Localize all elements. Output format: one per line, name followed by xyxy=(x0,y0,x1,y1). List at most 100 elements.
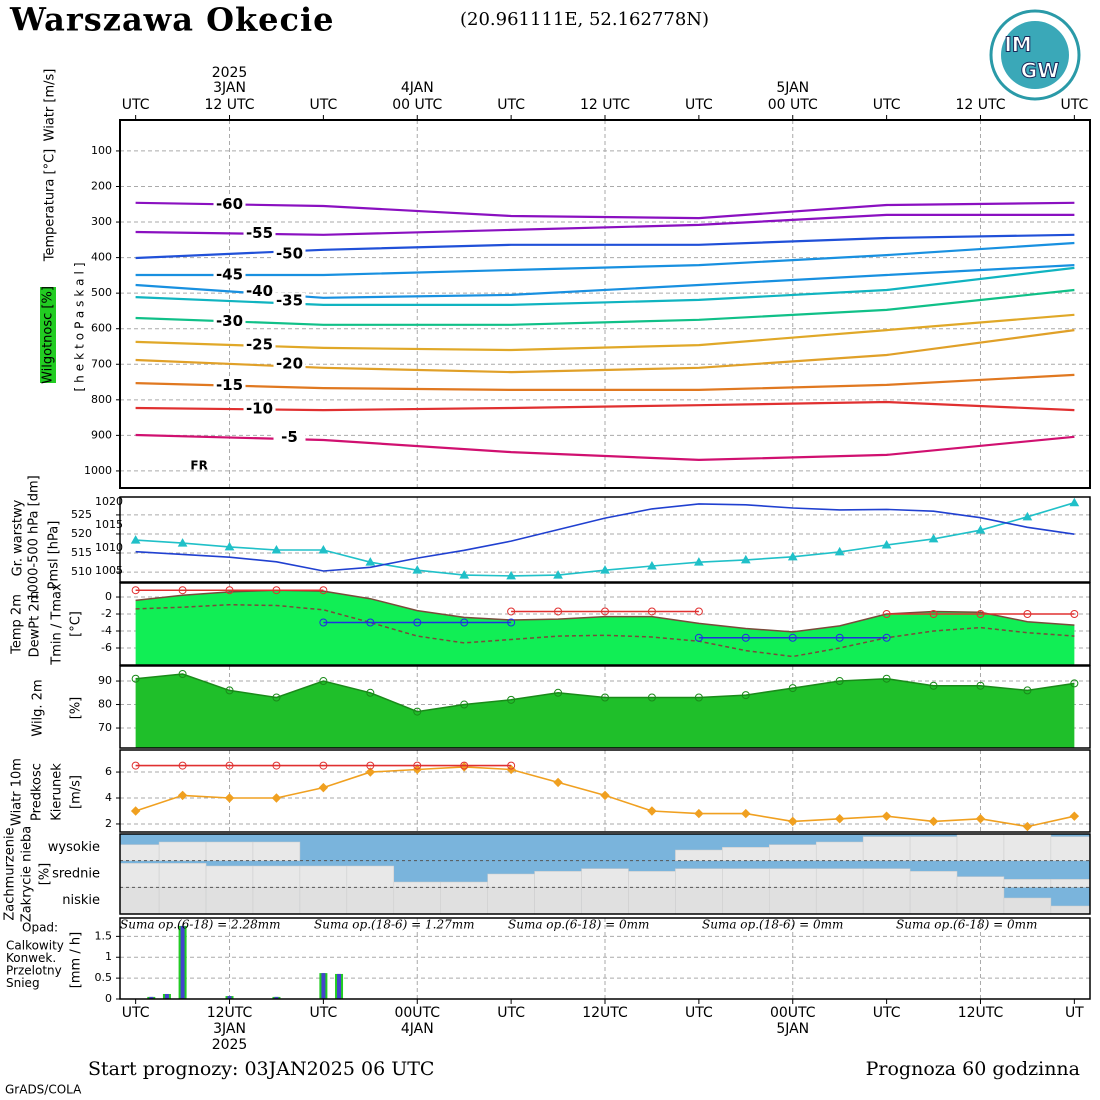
y-tick-label: 900 xyxy=(91,428,112,441)
category-label: wysokie xyxy=(48,840,100,855)
cloud-bar xyxy=(252,865,301,888)
precip-bar xyxy=(321,973,326,999)
marker xyxy=(975,814,986,824)
logo: IM GW xyxy=(989,9,1081,101)
axis-label: Predkosc xyxy=(30,763,45,821)
series-line xyxy=(135,603,1075,658)
marker xyxy=(225,586,234,595)
cloud-bar xyxy=(769,887,817,914)
isotherm-label-bg xyxy=(213,377,246,394)
isotherm-label: -35 xyxy=(276,291,303,309)
annotation: FR xyxy=(190,458,207,472)
cloud-bar xyxy=(862,887,911,914)
marker xyxy=(834,546,845,556)
isotherm-label-bg xyxy=(273,429,306,446)
isotherm xyxy=(135,313,1075,352)
cloud-bar xyxy=(675,849,723,861)
cloud-bar xyxy=(815,868,864,888)
x-tick-label: UTC xyxy=(685,97,713,113)
cloud-bar xyxy=(205,841,254,861)
y-tick-label: 700 xyxy=(91,357,112,370)
precip-bar xyxy=(227,996,232,999)
marker xyxy=(835,633,844,642)
marker xyxy=(225,686,234,695)
cloud-bar xyxy=(393,881,441,888)
axis-label: Wilgotnosc [%] xyxy=(41,286,56,384)
marker xyxy=(600,565,610,574)
y-tick-label: -6 xyxy=(101,641,112,654)
area-fill xyxy=(135,674,1075,748)
marker xyxy=(177,790,188,801)
cloud-bar xyxy=(299,865,348,888)
marker xyxy=(787,551,798,561)
y-tick-label: 500 xyxy=(91,286,112,299)
x-tick-label: 00 UTC xyxy=(392,97,442,113)
marker xyxy=(412,565,423,574)
marker xyxy=(271,793,282,803)
marker xyxy=(553,570,563,579)
marker xyxy=(788,684,797,693)
cloud-bar xyxy=(252,887,301,914)
marker xyxy=(694,607,703,616)
cloud-bar xyxy=(158,863,207,888)
isotherm-label-bg xyxy=(273,292,306,309)
marker xyxy=(365,557,376,566)
marker xyxy=(319,761,328,770)
marker xyxy=(131,674,140,683)
axis-label: DewPt 2m xyxy=(28,591,43,658)
y-tick-label: 400 xyxy=(91,251,112,264)
marker xyxy=(834,814,845,824)
marker xyxy=(1069,497,1080,507)
marker xyxy=(318,544,329,554)
y-tick-label: 6 xyxy=(105,765,112,778)
legend-entry: Konwek. xyxy=(6,951,56,965)
axis-label: Wiatr [m/s] xyxy=(43,69,58,142)
x-tick-label: 12UTC xyxy=(582,1005,628,1021)
isotherm xyxy=(135,373,1075,391)
marker xyxy=(882,674,891,683)
panel-frame xyxy=(119,833,1091,915)
panel-frame xyxy=(119,917,1091,1000)
page-title: Warszawa Okecie xyxy=(9,1,335,39)
marker xyxy=(741,808,751,819)
axis-label: [hektoPaskal] xyxy=(73,258,87,391)
axis-label: Kierunek xyxy=(50,763,65,821)
isotherm-label: -60 xyxy=(216,195,243,213)
marker xyxy=(319,618,328,627)
marker xyxy=(318,782,329,793)
marker xyxy=(554,607,563,616)
marker xyxy=(319,586,328,595)
panel-frame xyxy=(119,496,1091,583)
cloud-bar xyxy=(487,887,535,914)
x-tick-label: UT xyxy=(1065,1005,1084,1021)
marker xyxy=(366,688,375,697)
marker xyxy=(600,790,610,801)
marker xyxy=(178,586,187,595)
cloud-bar xyxy=(769,868,817,888)
y-tick-label: 1 xyxy=(105,950,112,963)
isotherm xyxy=(135,400,1075,412)
isotherm-label: -25 xyxy=(246,335,273,353)
isotherm-label: -50 xyxy=(276,244,303,262)
axis-label: 1000-500 hPa [dm] xyxy=(27,475,42,600)
y-tick-label: 515 xyxy=(71,546,92,559)
x-tick-label: 00UTC xyxy=(394,1005,440,1021)
marker xyxy=(647,693,656,702)
marker xyxy=(272,586,281,595)
series-line xyxy=(135,503,1075,572)
axis-label: Wilg. 2m xyxy=(31,679,46,736)
cloud-bar xyxy=(158,841,207,861)
marker xyxy=(459,570,470,579)
marker xyxy=(881,540,892,549)
date-label: 5JAN xyxy=(776,80,809,96)
plot-area xyxy=(120,834,1090,914)
marker xyxy=(507,618,516,627)
forecast-start: Start prognozy: 03JAN2025 06 UTC xyxy=(88,1058,434,1080)
y-tick-label: 90 xyxy=(98,674,112,687)
panel: Gr. warstwy 1000-500 hPa [dm] Pmsl [hPa] 51… xyxy=(11,475,1091,601)
panel: Wiatr 10m Predkosc Kierunek [m/s] 2 4 6 xyxy=(10,749,1091,833)
precip-sum: Suma op.(18-6) = 0mm xyxy=(702,918,843,932)
marker xyxy=(647,607,656,616)
axis-label: [%] xyxy=(38,863,53,886)
cloud-bar xyxy=(909,887,958,914)
